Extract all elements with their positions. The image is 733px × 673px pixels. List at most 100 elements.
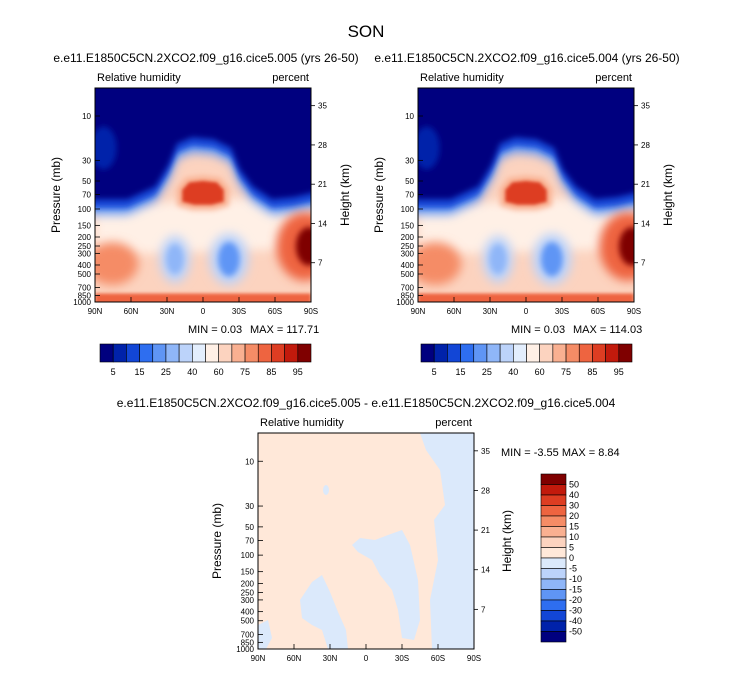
colorbar-box [540, 557, 567, 569]
colorbar-box [540, 547, 567, 559]
x-tick-label: 0 [364, 654, 369, 663]
colorbar-box [473, 343, 488, 363]
colorbar-label: 50 [569, 480, 579, 490]
y-tick-label: 50 [405, 177, 414, 186]
colorbar-label: 85 [266, 367, 276, 377]
panel-left-y2-ticks: 35 28 21 14 7 [311, 102, 327, 268]
colorbar-label: 95 [293, 367, 303, 377]
y2-tick-label: 28 [481, 486, 490, 495]
y-tick-label: 1000 [73, 298, 91, 307]
colorbar-label: 5 [569, 543, 574, 553]
y-tick-label: 1000 [236, 645, 254, 654]
x-tick-label: 30S [232, 307, 246, 316]
y-tick-label: 70 [245, 537, 254, 546]
panel-diff-field-label: Relative humidity [260, 417, 344, 429]
y-tick-label: 10 [82, 112, 91, 121]
colorbar-box [540, 589, 567, 601]
y-tick-label: 500 [78, 270, 92, 279]
y2-tick-label: 28 [641, 141, 650, 150]
colorbar-label: 15 [569, 522, 579, 532]
panel-right: e.e11.E1850C5CN.2XCO2.f09_g16.cice5.004 … [372, 51, 680, 377]
colorbar-box [552, 343, 567, 363]
panel-left-y2label: Height (km) [338, 164, 352, 226]
y-tick-label: 700 [401, 284, 415, 293]
x-tick-label: 90N [251, 654, 266, 663]
y-tick-label: 100 [78, 205, 92, 214]
colorbar-label: 25 [482, 367, 492, 377]
colorbar-label: -30 [569, 606, 582, 616]
colorbar-box [486, 343, 501, 363]
colorbar-box [139, 343, 154, 363]
colorbar-label: 15 [135, 367, 145, 377]
y-tick-label: 10 [405, 112, 414, 121]
y-tick-label: 700 [241, 630, 255, 639]
y-tick-label: 70 [405, 191, 414, 200]
colorbar-box [205, 343, 219, 363]
y2-tick-label: 21 [481, 526, 490, 535]
colorbar-box [540, 473, 567, 485]
x-tick-label: 90S [304, 307, 318, 316]
y-tick-label: 150 [401, 221, 415, 230]
colorbar-label: 60 [214, 367, 224, 377]
colorbar-label: 75 [561, 367, 571, 377]
colorbar-label: -50 [569, 627, 582, 637]
colorbar-box [257, 343, 272, 363]
y2-tick-label: 21 [318, 180, 327, 189]
y2-tick-label: 35 [318, 102, 327, 111]
colorbar-label: 15 [456, 367, 466, 377]
panel-diff-y2-ticks: 35 28 21 14 7 [474, 447, 490, 614]
panel-diff-ylabel: Pressure (mb) [210, 503, 224, 579]
x-tick-label: 30S [555, 307, 569, 316]
panel-left-units-label: percent [272, 72, 309, 84]
colorbar-box [112, 343, 127, 363]
panel-right-min-label: MIN = 0.03 [511, 324, 565, 336]
y2-tick-label: 7 [318, 259, 323, 268]
colorbar-box [460, 343, 475, 363]
y-tick-label: 30 [82, 156, 91, 165]
y-tick-label: 30 [245, 502, 254, 511]
colorbar-label: 0 [569, 553, 574, 563]
y-tick-label: 400 [78, 261, 92, 270]
y-tick-label: 300 [241, 596, 255, 605]
y-tick-label: 850 [401, 291, 415, 300]
colorbar-box [539, 343, 554, 363]
colorbar-box [218, 343, 233, 363]
colorbar-box [165, 343, 180, 363]
colorbar-box [540, 610, 567, 622]
colorbar-label: 25 [161, 367, 171, 377]
y2-tick-label: 7 [481, 605, 486, 614]
colorbar-label: 85 [587, 367, 597, 377]
y-tick-label: 500 [401, 270, 415, 279]
colorbar-box [618, 343, 633, 363]
y-tick-label: 250 [78, 242, 92, 251]
x-tick-label: 30N [160, 307, 175, 316]
colorbar-box [540, 515, 567, 527]
colorbar-box [540, 505, 567, 517]
colorbar-box [152, 343, 167, 363]
colorbar-box [447, 343, 461, 363]
colorbar-box [271, 343, 285, 363]
y-tick-label: 150 [78, 221, 92, 230]
colorbar-box [499, 343, 514, 363]
panel-diff-x-ticks: 90N 60N 30N 0 30S 60S 90S [251, 644, 481, 663]
panel-right-y2label: Height (km) [661, 164, 675, 226]
colorbar-label: -10 [569, 574, 582, 584]
colorbar-label: 40 [569, 490, 579, 500]
colorbar-box [178, 343, 193, 363]
panel-right-field [418, 88, 634, 302]
panel-right-x-ticks: 90N 60N 30N 0 30S 60S 90S [411, 297, 641, 316]
y2-tick-label: 21 [641, 180, 650, 189]
y-tick-label: 1000 [396, 298, 414, 307]
colorbar-box [540, 536, 567, 548]
y-tick-label: 250 [241, 588, 255, 597]
colorbar-box [297, 343, 312, 363]
colorbar-label: -20 [569, 595, 582, 605]
x-tick-label: 90N [411, 307, 426, 316]
colorbar-box [513, 343, 527, 363]
colorbar-box [231, 343, 246, 363]
y2-tick-label: 7 [641, 259, 646, 268]
x-tick-label: 60N [124, 307, 139, 316]
